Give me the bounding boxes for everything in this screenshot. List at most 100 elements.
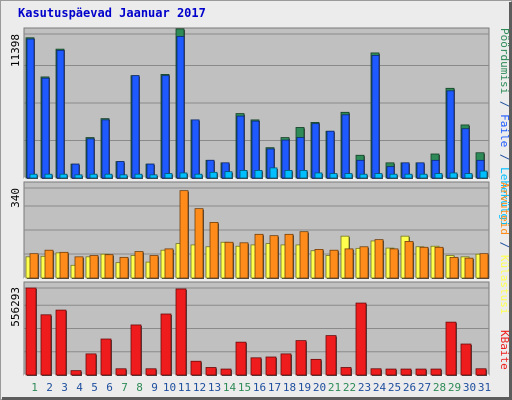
bar-faile	[176, 36, 185, 179]
bar-lehekulgi	[254, 170, 263, 179]
bar-lehekulgi	[419, 173, 428, 179]
legend-middle: Arvuteid / Külastusi	[498, 182, 511, 314]
bar-lehekulgi	[89, 173, 98, 179]
bar-kbaite	[415, 368, 427, 376]
bar-faile	[26, 38, 35, 179]
bar-kbaite	[145, 368, 157, 376]
bar-lehekulgi	[74, 174, 83, 179]
bar-arvuteid	[359, 246, 369, 279]
bar-lehekulgi	[149, 174, 158, 179]
bar-faile	[251, 120, 260, 179]
bar-arvuteid	[329, 249, 339, 279]
bar-kbaite	[370, 368, 382, 376]
x-tick-label: 13	[208, 381, 221, 394]
bar-kbaite	[55, 309, 67, 376]
x-tick-label: 23	[358, 381, 371, 394]
x-tick-label: 17	[268, 381, 281, 394]
bar-kbaite	[445, 321, 457, 376]
legend-bottom: KBaite	[498, 330, 511, 370]
x-tick-label: 25	[388, 381, 401, 394]
bar-arvuteid	[134, 251, 144, 279]
bar-lehekulgi	[359, 173, 368, 179]
bar-kbaite	[385, 368, 397, 376]
bar-lehekulgi	[434, 173, 443, 179]
x-tick-label: 1	[31, 381, 38, 394]
bar-faile	[311, 123, 320, 179]
bar-lehekulgi	[104, 173, 113, 179]
x-tick-label: 19	[298, 381, 311, 394]
bar-arvuteid	[149, 255, 159, 279]
bar-lehekulgi	[194, 173, 203, 179]
bar-faile	[236, 115, 245, 179]
x-tick-label: 4	[76, 381, 83, 394]
bar-kbaite	[325, 335, 337, 376]
bar-kbaite	[205, 367, 217, 376]
bar-faile	[41, 77, 50, 179]
bar-kbaite	[25, 287, 37, 376]
ymax-label-middle: 340	[9, 188, 22, 208]
legend-lehekülgi: Lehekülgi	[498, 167, 511, 227]
bar-lehekulgi	[479, 170, 488, 179]
bar-lehekulgi	[134, 173, 143, 179]
bar-lehekulgi	[374, 173, 383, 179]
x-tick-label: 15	[238, 381, 251, 394]
bar-arvuteid	[239, 242, 249, 279]
x-tick-label: 12	[193, 381, 206, 394]
bar-arvuteid	[434, 246, 444, 279]
bar-faile	[461, 128, 470, 179]
legend-külastusi: Külastusi	[498, 255, 511, 315]
bar-faile	[371, 55, 380, 179]
bar-kbaite	[475, 368, 487, 376]
bar-arvuteid	[389, 248, 399, 279]
x-tick-label: 31	[478, 381, 491, 394]
bar-arvuteid	[479, 253, 489, 279]
bar-kbaite	[190, 360, 202, 376]
bar-lehekulgi	[389, 173, 398, 179]
x-tick-label: 27	[418, 381, 431, 394]
bar-lehekulgi	[314, 172, 323, 179]
x-tick-label: 29	[448, 381, 461, 394]
bar-faile	[341, 114, 350, 179]
bar-kbaite	[460, 343, 472, 376]
bar-lehekulgi	[464, 173, 473, 179]
frame-shadow-right	[509, 2, 512, 400]
legend-separator: /	[498, 94, 511, 114]
bar-kbaite	[265, 356, 277, 376]
bar-kbaite	[85, 353, 97, 376]
legend-arvuteid: Arvuteid	[498, 182, 511, 235]
bar-arvuteid	[74, 256, 84, 279]
legend-separator: /	[498, 147, 511, 167]
bar-arvuteid	[209, 222, 219, 279]
x-tick-label: 18	[283, 381, 296, 394]
x-tick-label: 9	[151, 381, 158, 394]
bar-lehekulgi	[179, 172, 188, 179]
bar-lehekulgi	[164, 173, 173, 179]
bar-faile	[446, 90, 455, 179]
bar-lehekulgi	[59, 173, 68, 179]
bar-kbaite	[40, 314, 52, 376]
bar-kbaite	[70, 370, 82, 376]
x-tick-label: 2	[46, 381, 53, 394]
bar-arvuteid	[224, 241, 234, 279]
x-tick-label: 14	[223, 381, 237, 394]
bar-kbaite	[130, 324, 142, 376]
bar-lehekulgi	[119, 174, 128, 179]
legend-top: Pöördumisi / Faile / Lehekülgi	[498, 28, 511, 227]
x-tick-label: 22	[343, 381, 356, 394]
bar-kbaite	[355, 302, 367, 376]
bar-lehekulgi	[44, 173, 53, 179]
bar-lehekulgi	[449, 172, 458, 179]
bar-arvuteid	[449, 256, 459, 279]
legend-faile: Faile	[498, 114, 511, 147]
bar-lehekulgi	[284, 170, 293, 179]
bar-arvuteid	[194, 208, 204, 279]
bar-kbaite	[430, 368, 442, 376]
bar-arvuteid	[59, 251, 69, 279]
bar-faile	[131, 75, 140, 179]
bar-faile	[101, 119, 110, 179]
x-tick-label: 20	[313, 381, 326, 394]
bar-arvuteid	[164, 248, 174, 279]
bar-kbaite	[310, 358, 322, 376]
bar-arvuteid	[314, 249, 324, 279]
bar-arvuteid	[344, 248, 354, 279]
